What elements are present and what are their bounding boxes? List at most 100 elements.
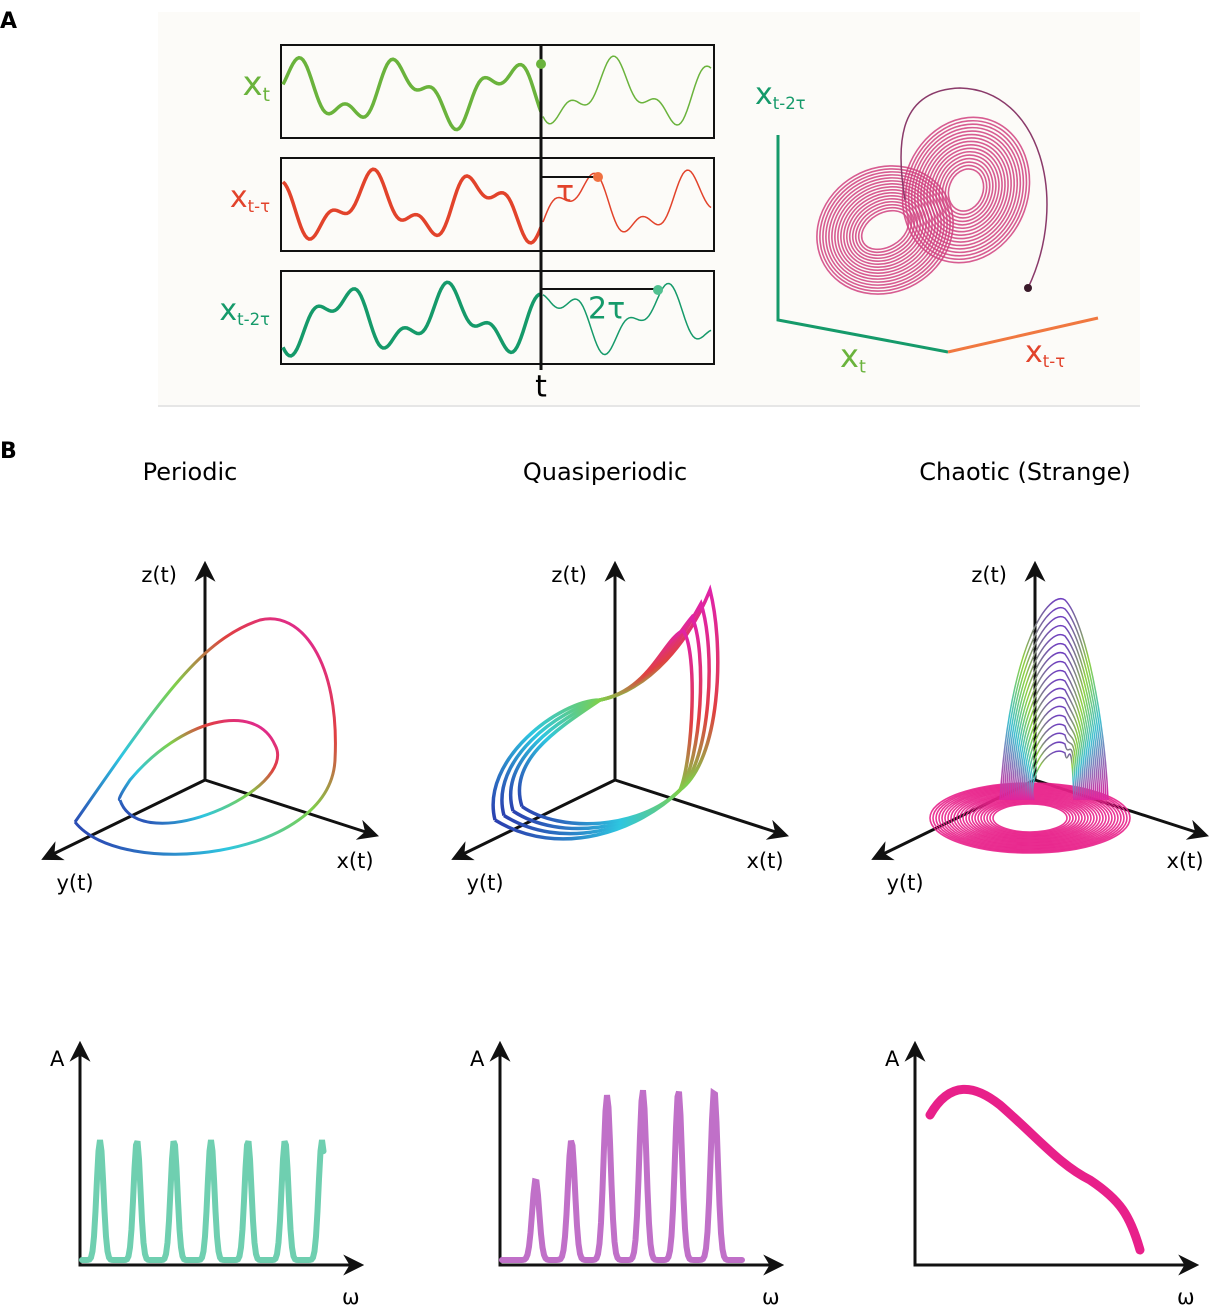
- orbit: [1025, 714, 1083, 801]
- base: x: [1025, 335, 1043, 370]
- orbit: [1005, 625, 1103, 801]
- trajectory: [900, 87, 1048, 289]
- base: x: [243, 64, 263, 104]
- base: x: [840, 337, 859, 375]
- attractor-ring: [860, 209, 910, 251]
- point: [536, 59, 546, 69]
- time-label: t: [535, 370, 547, 405]
- attractor-ring: [932, 150, 1000, 230]
- orbit: [989, 802, 1071, 834]
- spectrum: [79, 1139, 327, 1263]
- attractor-ring: [852, 200, 918, 260]
- series-future: [542, 169, 712, 233]
- attractor-ring: [910, 126, 1022, 254]
- axis: [776, 135, 949, 354]
- attractor-ring: [929, 147, 1003, 233]
- attractor-ring: [920, 137, 1012, 243]
- column-title: Chaotic (Strange): [919, 458, 1130, 486]
- attractor-ring: [822, 171, 948, 289]
- sub: t-τ: [1043, 352, 1065, 371]
- orbit: [1021, 696, 1087, 801]
- sub: t-2τ: [773, 94, 806, 113]
- orbit: [1028, 732, 1079, 801]
- attractor-ring: [901, 116, 1031, 264]
- sub: t: [859, 358, 866, 378]
- orbit: [517, 628, 694, 826]
- orbit: [509, 613, 703, 831]
- signal-label: xt: [243, 64, 270, 106]
- orbit: [1017, 678, 1091, 801]
- attractor-ring: [828, 177, 942, 283]
- orbit: [73, 617, 337, 856]
- orbit: [1011, 651, 1097, 801]
- panel-b: Periodic z(t) y(t) x(t) Aω Quasiperiodic z(t) y…: [41, 458, 1209, 1307]
- orbit: [992, 803, 1068, 833]
- axis-label: ω: [1177, 1285, 1195, 1307]
- attractor-ring: [831, 180, 939, 280]
- axis-label: x(t): [336, 849, 373, 873]
- axis-label: ω: [762, 1285, 780, 1307]
- series-past: [281, 167, 543, 245]
- signal-label: xt: [840, 337, 866, 378]
- column-title: Periodic: [143, 458, 238, 486]
- attractor-ring: [904, 119, 1028, 261]
- series-future: [542, 282, 712, 356]
- attractor-ring: [907, 123, 1025, 257]
- series-box: [280, 44, 715, 139]
- series-future: [542, 55, 712, 126]
- attractor-ring: [825, 174, 945, 286]
- axis-label: y(t): [886, 871, 923, 895]
- axis-label: y(t): [56, 871, 93, 895]
- base: x: [219, 293, 237, 328]
- point: [1024, 284, 1032, 292]
- orbit: [1023, 705, 1085, 801]
- orbit: [986, 801, 1074, 835]
- axis-label: z(t): [971, 563, 1007, 587]
- series-past: [281, 280, 542, 358]
- base: x: [230, 180, 248, 215]
- orbit: [117, 719, 280, 825]
- attractor-ring: [935, 154, 997, 226]
- orbit: [491, 584, 720, 841]
- attractor-ring: [923, 140, 1009, 240]
- point: [593, 172, 603, 182]
- attractor-ring: [941, 161, 991, 219]
- signal-label: xt-τ: [230, 180, 270, 216]
- sub: t-2τ: [237, 310, 270, 329]
- attractor-ring: [916, 133, 1016, 247]
- orbit: [1007, 634, 1101, 801]
- attractor-ring: [947, 168, 985, 212]
- axis: [947, 316, 1099, 354]
- sub: t: [263, 85, 270, 106]
- attractor-ring: [944, 164, 988, 216]
- attractor-ring: [926, 144, 1006, 236]
- series-past: [281, 55, 543, 132]
- point: [653, 285, 663, 295]
- orbit: [1030, 741, 1077, 801]
- signal-label: xt-2τ: [219, 293, 270, 329]
- spectrum-axes: [904, 1040, 1200, 1276]
- attractor-ring: [849, 198, 921, 262]
- spectrum-axes: [489, 1040, 785, 1276]
- axis-label: A: [885, 1047, 900, 1071]
- attractor-ring: [938, 157, 994, 223]
- spectrum: [499, 1087, 745, 1263]
- panel-label: A: [0, 9, 17, 34]
- axis-label: ω: [342, 1285, 360, 1307]
- attractor-ring: [846, 195, 924, 265]
- axis-3d: [41, 778, 206, 861]
- axis-3d: [614, 778, 789, 840]
- axis-label: A: [470, 1047, 485, 1071]
- orbit: [1003, 616, 1105, 801]
- signal-label: xt-τ: [1025, 335, 1065, 371]
- spectrum-axes: [69, 1040, 365, 1276]
- attractor-ring: [854, 203, 916, 257]
- series-box: [280, 157, 715, 252]
- attractor-ring: [913, 130, 1019, 250]
- sub: t-τ: [248, 197, 270, 216]
- attractor-ring: [857, 206, 913, 254]
- orbit: [1032, 750, 1075, 801]
- base: x: [755, 77, 773, 112]
- axis-label: y(t): [466, 871, 503, 895]
